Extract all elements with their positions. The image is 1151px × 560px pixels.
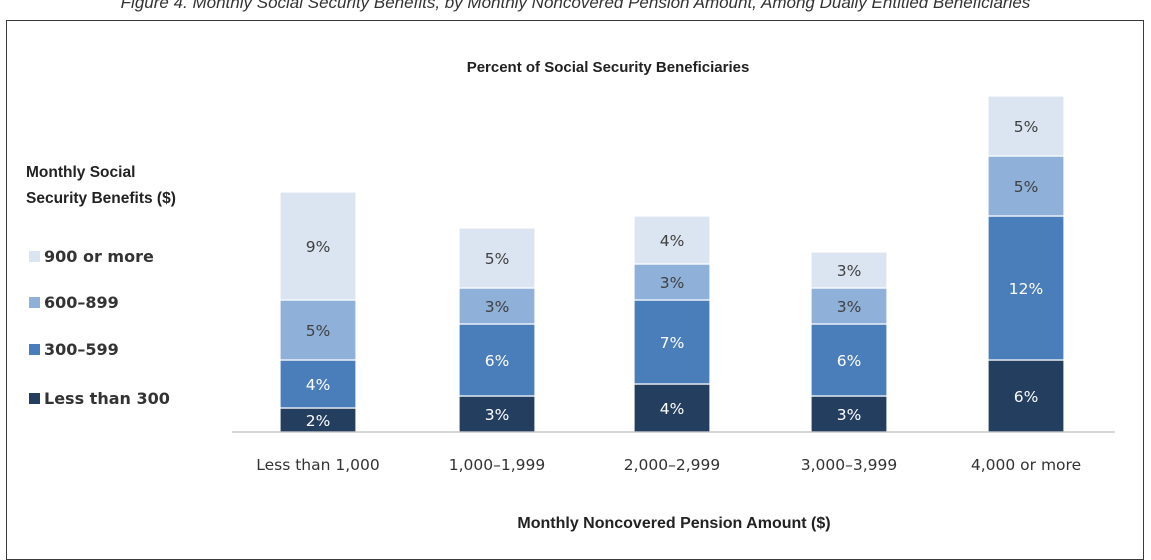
data-label-600-899-4-000-or-more: 5% (1014, 178, 1039, 196)
bar-900-or-more-less-than-1-000 (279, 191, 357, 301)
x-tick-label-4-000-or-more: 4,000 or more (971, 456, 1081, 474)
data-label-600-899-less-than-1-000: 5% (306, 322, 331, 340)
data-label-900-or-more-3-000-3-999: 3% (837, 262, 862, 280)
bar-900-or-more-4-000-or-more (987, 95, 1065, 157)
chart-title: Percent of Social Security Beneficiaries (467, 59, 750, 76)
legend-title-line-2: Security Benefits ($) (26, 190, 176, 207)
legend-label-900-or-more: 900 or more (44, 247, 154, 266)
data-label-less-than-300-3-000-3-999: 3% (837, 406, 862, 424)
data-label-less-than-300-less-than-1-000: 2% (306, 412, 331, 430)
data-label-900-or-more-1-000-1-999: 5% (485, 250, 510, 268)
data-label-300-599-less-than-1-000: 4% (306, 376, 331, 394)
legend-label-less-than-300: Less than 300 (44, 389, 170, 408)
bar-300-599-4-000-or-more (987, 215, 1065, 361)
data-label-600-899-2-000-2-999: 3% (660, 274, 685, 292)
bar-300-599-3-000-3-999 (810, 323, 888, 397)
legend-swatch-900-or-more (29, 251, 40, 262)
bar-900-or-more-1-000-1-999 (458, 227, 536, 289)
x-tick-labels: Less than 1,000 1,000–1,999 2,000–2,999 3,0… (256, 456, 1081, 474)
bar-600-899-1-000-1-999 (458, 287, 536, 325)
data-label-less-than-300-4-000-or-more: 6% (1014, 388, 1039, 406)
bar-900-or-more-3-000-3-999 (810, 251, 888, 289)
data-label-600-899-3-000-3-999: 3% (837, 298, 862, 316)
bar-less-than-300-4-000-or-more (987, 359, 1065, 433)
data-label-300-599-3-000-3-999: 6% (837, 352, 862, 370)
legend-swatch-less-than-300 (29, 393, 40, 404)
data-label-900-or-more-4-000-or-more: 5% (1014, 118, 1039, 136)
legend-title-line-1: Monthly Social (26, 164, 135, 181)
bars: 2% 4% 5% 9% 3% 6% 3% 5% 4% 7% 3% 4% 3% 6% 3% 3% 6% 12% 5% 5… (279, 95, 1065, 433)
data-label-900-or-more-less-than-1-000: 9% (306, 238, 331, 256)
data-label-less-than-300-1-000-1-999: 3% (485, 406, 510, 424)
bar-less-than-300-2-000-2-999 (633, 383, 711, 433)
x-tick-label-3-000-3-999: 3,000–3,999 (801, 456, 898, 474)
bar-less-than-300-3-000-3-999 (810, 395, 888, 433)
data-label-300-599-2-000-2-999: 7% (660, 334, 685, 352)
legend-swatch-600-899 (29, 297, 40, 308)
x-axis-label: Monthly Noncovered Pension Amount ($) (517, 515, 830, 532)
legend-swatch-300-599 (29, 344, 40, 355)
bar-600-899-2-000-2-999 (633, 263, 711, 301)
data-label-900-or-more-2-000-2-999: 4% (660, 232, 685, 250)
stacked-bar-chart: Percent of Social Security Beneficiaries… (26, 59, 1115, 532)
x-tick-label-2-000-2-999: 2,000–2,999 (624, 456, 721, 474)
data-label-300-599-1-000-1-999: 6% (485, 352, 510, 370)
bar-600-899-4-000-or-more (987, 155, 1065, 217)
legend-label-600-899: 600–899 (44, 293, 119, 312)
x-tick-label-less-than-1-000: Less than 1,000 (256, 456, 380, 474)
x-tick-label-1-000-1-999: 1,000–1,999 (449, 456, 546, 474)
data-label-600-899-1-000-1-999: 3% (485, 298, 510, 316)
figure-caption-fragment: Figure 4. Monthly Social Security Benefi… (120, 0, 1031, 12)
data-label-300-599-4-000-or-more: 12% (1009, 280, 1043, 298)
bar-900-or-more-2-000-2-999 (633, 215, 711, 265)
legend: 900 or more 600–899 300–599 Less than 300 (29, 247, 170, 408)
bar-600-899-less-than-1-000 (279, 299, 357, 361)
bar-less-than-300-less-than-1-000 (279, 407, 357, 433)
data-label-less-than-300-2-000-2-999: 4% (660, 400, 685, 418)
bar-300-599-1-000-1-999 (458, 323, 536, 397)
bar-600-899-3-000-3-999 (810, 287, 888, 325)
legend-label-300-599: 300–599 (44, 340, 119, 359)
